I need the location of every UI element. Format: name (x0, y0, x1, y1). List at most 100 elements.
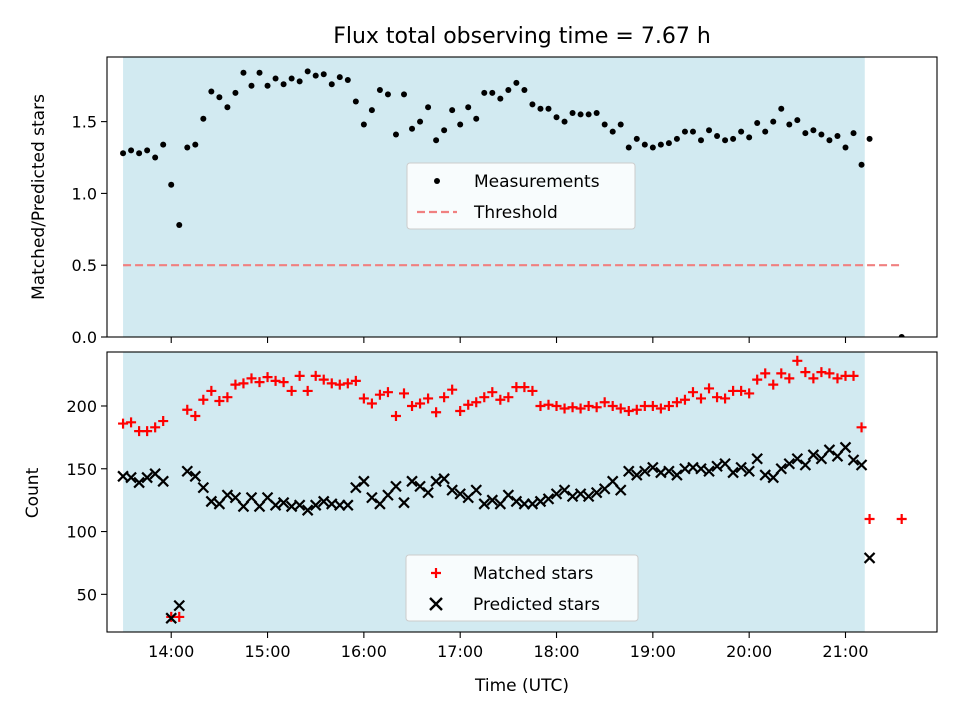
data-point-predicted-stars (253, 500, 266, 513)
data-point-matched-stars (118, 418, 129, 429)
data-point-matched-stars (567, 402, 578, 413)
data-point-predicted-stars (743, 465, 755, 478)
data-point-measurements (826, 137, 833, 144)
data-point-predicted-stars (422, 486, 434, 499)
data-point-predicted-stars (293, 499, 306, 511)
data-point-measurements (802, 130, 809, 137)
legend-marker-predicted-stars (429, 597, 443, 611)
data-point-measurements (513, 79, 520, 86)
top-y-tick-label: 0.0 (72, 328, 97, 347)
data-point-measurements (898, 334, 905, 337)
data-point-predicted-stars (382, 489, 394, 501)
data-point-measurements (762, 128, 769, 135)
data-point-predicted-stars (494, 498, 507, 510)
data-point-matched-stars (294, 370, 305, 381)
data-point-matched-stars (487, 387, 498, 398)
data-point-matched-stars (326, 378, 337, 389)
data-point-measurements (360, 121, 367, 128)
data-point-measurements (649, 144, 656, 151)
data-point-matched-stars (527, 385, 538, 396)
top-y-tick-label: 0.5 (72, 256, 97, 275)
data-point-measurements (722, 137, 729, 144)
data-point-measurements (665, 140, 672, 147)
data-point-measurements (706, 127, 713, 134)
data-point-measurements (144, 147, 151, 154)
bottom-y-tick-label: 200 (66, 397, 97, 416)
data-point-matched-stars (222, 392, 233, 403)
data-point-matched-stars (302, 385, 313, 396)
data-point-predicted-stars (406, 475, 418, 488)
data-point-measurements (352, 98, 359, 105)
data-point-measurements (673, 135, 680, 142)
data-point-matched-stars (752, 374, 763, 385)
bottom-legend-box (405, 554, 639, 622)
data-point-predicted-stars (181, 465, 194, 478)
data-point-predicted-stars (751, 452, 763, 465)
data-point-matched-stars (399, 388, 410, 399)
data-point-matched-stars (190, 411, 201, 422)
data-point-predicted-stars (446, 484, 458, 496)
data-point-predicted-stars (671, 469, 683, 481)
data-point-predicted-stars (486, 494, 499, 506)
legend-marker-matched-stars (431, 568, 441, 578)
data-point-measurements (328, 81, 335, 88)
data-point-matched-stars (318, 374, 329, 385)
data-point-measurements (778, 105, 785, 112)
data-point-predicted-stars (775, 462, 788, 475)
data-point-matched-stars (551, 400, 562, 411)
data-point-predicted-stars (526, 498, 539, 510)
x-tick-label: 14:00 (148, 642, 194, 661)
data-point-matched-stars (687, 387, 698, 398)
data-point-measurements (160, 141, 167, 148)
data-point-matched-stars (647, 400, 658, 411)
data-point-predicted-stars (719, 457, 731, 470)
data-point-matched-stars (423, 393, 434, 404)
data-point-measurements (288, 75, 295, 82)
data-point-matched-stars (655, 403, 666, 414)
data-point-predicted-stars (438, 473, 450, 485)
x-tick-label: 17:00 (437, 642, 483, 661)
data-point-predicted-stars (165, 612, 177, 624)
data-point-predicted-stars (309, 499, 322, 511)
data-point-predicted-stars (647, 461, 659, 474)
data-point-measurements (681, 128, 688, 135)
data-point-predicted-stars (358, 475, 370, 488)
data-point-predicted-stars (815, 452, 828, 465)
data-point-matched-stars (736, 385, 747, 396)
data-point-measurements (192, 141, 199, 148)
data-point-measurements (208, 88, 215, 95)
data-point-predicted-stars (213, 498, 226, 510)
data-point-matched-stars (206, 385, 217, 396)
data-point-predicted-stars (374, 498, 386, 510)
bottom-y-tick-label: 150 (66, 460, 97, 479)
data-point-predicted-stars (454, 488, 466, 500)
data-point-predicted-stars (590, 486, 603, 499)
data-point-matched-stars (792, 355, 803, 366)
data-point-predicted-stars (221, 489, 234, 501)
data-point-measurements (866, 135, 873, 142)
data-point-measurements (689, 128, 696, 135)
data-point-predicted-stars (582, 490, 595, 503)
data-point-measurements (730, 135, 737, 142)
data-point-matched-stars (631, 404, 642, 415)
data-point-matched-stars (246, 373, 257, 384)
top-axes-frame (106, 56, 938, 338)
data-point-measurements (698, 137, 705, 144)
data-point-matched-stars (150, 422, 161, 433)
data-point-measurements (754, 120, 761, 127)
data-point-measurements (296, 78, 303, 85)
data-point-predicted-stars (558, 484, 571, 496)
data-point-predicted-stars (759, 469, 771, 481)
data-point-matched-stars (575, 403, 586, 414)
data-point-matched-stars (142, 426, 153, 437)
data-point-predicted-stars (622, 465, 635, 478)
data-point-measurements (224, 104, 231, 111)
data-point-measurements (481, 89, 488, 96)
data-point-matched-stars (286, 385, 297, 396)
data-point-matched-stars (744, 388, 755, 399)
data-point-matched-stars (366, 398, 377, 409)
data-point-predicted-stars (831, 450, 844, 462)
data-point-measurements (786, 121, 793, 128)
data-point-measurements (465, 104, 472, 111)
data-point-measurements (641, 141, 648, 148)
